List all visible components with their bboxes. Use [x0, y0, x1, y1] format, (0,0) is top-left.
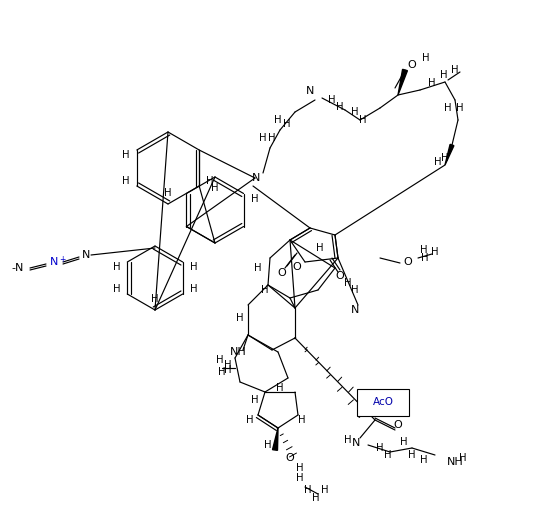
Text: H: H	[444, 103, 452, 113]
Text: H: H	[328, 95, 336, 105]
Text: H: H	[268, 133, 276, 143]
Text: H: H	[264, 440, 272, 450]
Polygon shape	[445, 144, 454, 165]
Text: H: H	[190, 284, 198, 294]
Text: NH: NH	[230, 347, 247, 357]
Text: H: H	[451, 65, 459, 75]
Text: H: H	[217, 355, 224, 365]
Text: H: H	[344, 435, 352, 445]
Text: H: H	[224, 365, 232, 375]
Text: H: H	[164, 188, 172, 198]
Text: H: H	[459, 453, 466, 463]
Text: -N: -N	[12, 263, 24, 273]
Text: H: H	[224, 360, 232, 370]
Text: H: H	[422, 53, 430, 63]
Text: H: H	[113, 262, 120, 272]
Text: O: O	[286, 453, 295, 463]
Text: H: H	[296, 463, 304, 473]
Text: AcO: AcO	[373, 397, 393, 407]
Text: H: H	[283, 119, 291, 129]
Text: H: H	[431, 247, 439, 257]
Text: H: H	[359, 115, 367, 125]
Text: H: H	[246, 415, 254, 425]
Text: H: H	[206, 176, 214, 186]
Text: H: H	[351, 107, 359, 117]
Text: H: H	[316, 243, 324, 253]
Text: H: H	[122, 150, 129, 160]
Text: H: H	[296, 473, 304, 483]
Text: N: N	[306, 86, 314, 96]
Text: H: H	[336, 102, 344, 112]
Text: H: H	[420, 245, 428, 255]
Text: H: H	[190, 262, 198, 272]
Text: H: H	[251, 193, 258, 203]
Text: H: H	[384, 450, 392, 460]
Text: O: O	[408, 60, 416, 70]
Text: H: H	[456, 103, 464, 113]
Text: H: H	[276, 383, 284, 393]
Text: +: +	[59, 256, 65, 265]
Text: O: O	[335, 271, 344, 281]
Text: NH: NH	[446, 457, 463, 467]
Text: H: H	[236, 313, 244, 323]
Text: H: H	[298, 415, 306, 425]
Text: H: H	[218, 367, 226, 377]
Text: O: O	[393, 420, 402, 430]
Text: H: H	[304, 485, 312, 495]
Text: O: O	[278, 268, 286, 278]
Text: N: N	[252, 173, 260, 183]
Text: H: H	[113, 284, 120, 294]
Text: H: H	[344, 278, 352, 288]
Text: H: H	[151, 294, 158, 304]
Text: N: N	[50, 257, 58, 267]
Text: H: H	[420, 455, 428, 465]
Text: O: O	[403, 257, 412, 267]
Text: H: H	[408, 450, 416, 460]
FancyBboxPatch shape	[357, 389, 409, 416]
Text: H: H	[351, 285, 359, 295]
Text: H: H	[421, 253, 429, 263]
Text: H: H	[254, 263, 262, 273]
Text: H: H	[312, 493, 320, 503]
Text: H: H	[434, 157, 442, 167]
Text: N: N	[352, 438, 360, 448]
Text: H: H	[261, 285, 269, 295]
Text: N: N	[351, 305, 359, 315]
Text: H: H	[400, 437, 408, 447]
Text: H: H	[441, 153, 449, 163]
Text: H: H	[211, 183, 219, 193]
Text: H: H	[321, 485, 329, 495]
Polygon shape	[272, 428, 278, 451]
Polygon shape	[398, 70, 407, 95]
Text: O: O	[292, 262, 301, 272]
Text: H: H	[122, 176, 129, 186]
Text: H: H	[428, 78, 436, 88]
Text: H: H	[440, 70, 448, 80]
Text: H: H	[251, 395, 259, 405]
Text: H: H	[274, 115, 282, 125]
Text: H: H	[376, 443, 384, 453]
Text: N: N	[82, 250, 90, 260]
Text: H: H	[259, 133, 267, 143]
